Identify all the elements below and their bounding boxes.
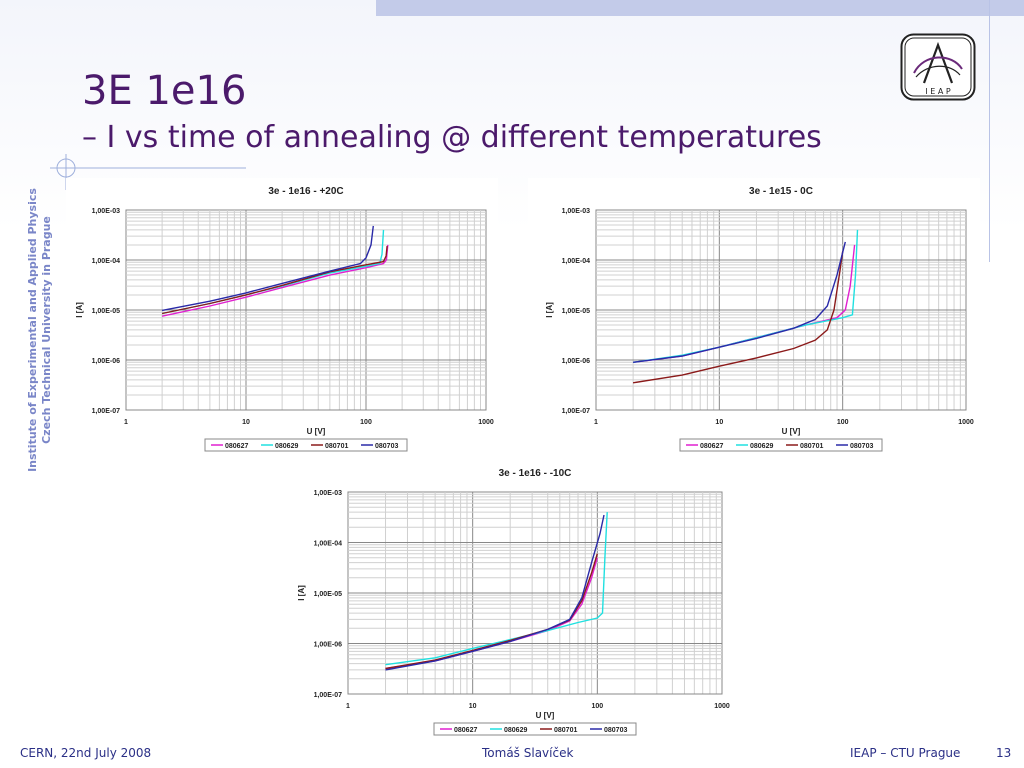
x-tick-label: 1 (346, 703, 350, 710)
series-line-080629 (385, 512, 608, 666)
legend-label: 080703 (604, 727, 627, 734)
y-axis-label: I [A] (545, 302, 554, 318)
y-tick-label: 1,00E-07 (314, 692, 343, 699)
footer-page-number: 13 (996, 746, 1012, 760)
y-tick-label: 1,00E-05 (92, 308, 121, 315)
y-tick-label: 1,00E-07 (92, 408, 121, 415)
legend-label: 080701 (325, 443, 348, 450)
chart-title: 3e - 1e15 - 0C (749, 186, 813, 197)
y-axis-label: I [A] (75, 302, 84, 318)
x-tick-label: 10 (242, 419, 250, 426)
x-tick-label: 1000 (958, 419, 974, 426)
page-title: 3E 1e16 (82, 68, 247, 114)
x-tick-label: 100 (837, 419, 849, 426)
legend-label: 080629 (275, 443, 298, 450)
x-tick-label: 1 (124, 419, 128, 426)
y-tick-label: 1,00E-06 (314, 642, 343, 649)
x-tick-label: 1000 (478, 419, 494, 426)
y-tick-label: 1,00E-03 (314, 490, 343, 497)
footer-institution: IEAP – CTU Prague (850, 746, 961, 760)
x-tick-label: 100 (591, 703, 603, 710)
legend-box (204, 438, 408, 452)
y-tick-label: 1,00E-03 (562, 208, 591, 215)
x-tick-label: 10 (715, 419, 723, 426)
series-line-080703 (633, 241, 846, 363)
x-tick-label: 100 (360, 419, 372, 426)
y-tick-label: 1,00E-06 (562, 358, 591, 365)
top-accent-bar (376, 0, 1024, 16)
x-tick-label: 10 (469, 703, 477, 710)
legend-box (679, 438, 883, 452)
y-axis-label: I [A] (297, 585, 306, 601)
right-accent-line (989, 0, 990, 262)
x-tick-label: 1 (594, 419, 598, 426)
chart-panel-20c: 3e - 1e16 - +20C 1,00E-07 1,00E-06 1,00E-05… (66, 178, 498, 458)
y-tick-label: 1,00E-06 (92, 358, 121, 365)
chart-svg: 3e - 1e16 - -10C 1,00E-07 1,00E-06 1,00E-05… (297, 468, 730, 736)
legend-label: 080627 (225, 443, 248, 450)
y-tick-label: 1,00E-05 (562, 308, 591, 315)
legend-label: 080629 (504, 727, 527, 734)
y-tick-label: 1,00E-04 (562, 258, 591, 265)
chart-title: 3e - 1e16 - -10C (499, 468, 572, 479)
legend-box (433, 722, 637, 736)
footer-date: CERN, 22nd July 2008 (20, 746, 152, 760)
logo-text: I E A P (925, 87, 951, 96)
side-text-line-2: Czech Technical University in Prague (40, 216, 53, 444)
y-tick-label: 1,00E-04 (92, 258, 121, 265)
legend-label: 080629 (750, 443, 773, 450)
x-axis-label: U [V] (307, 427, 326, 436)
legend-label: 080701 (554, 727, 577, 734)
chart-svg: 3e - 1e16 - +20C 1,00E-07 1,00E-06 1,00E-05… (75, 186, 494, 452)
y-tick-label: 1,00E-03 (92, 208, 121, 215)
y-tick-label: 1,00E-04 (314, 541, 343, 548)
page-subtitle: – I vs time of annealing @ different tem… (82, 120, 822, 155)
legend-label: 080627 (454, 727, 477, 734)
series-line-080701 (632, 251, 844, 384)
side-text-line-1: Institute of Experimental and Applied Ph… (26, 188, 39, 472)
x-axis-label: U [V] (782, 427, 801, 436)
y-tick-label: 1,00E-05 (314, 591, 343, 598)
legend-label: 080703 (375, 443, 398, 450)
series-line-080703 (161, 225, 374, 312)
legend-label: 080627 (700, 443, 723, 450)
footer-author: Tomáš Slavíček (482, 746, 574, 760)
chart-panel-minus10c: 3e - 1e16 - -10C 1,00E-07 1,00E-06 1,00E-05… (286, 462, 732, 740)
chart-svg: 3e - 1e15 - 0C 1,00E-07 1,00E-06 1,00E-05 1,… (545, 186, 974, 452)
legend-label: 080701 (800, 443, 823, 450)
y-tick-label: 1,00E-07 (562, 408, 591, 415)
x-tick-label: 1000 (714, 703, 730, 710)
series-line-080703 (385, 514, 605, 671)
chart-title: 3e - 1e16 - +20C (268, 186, 343, 197)
x-axis-label: U [V] (536, 711, 555, 720)
series-line-080627 (161, 244, 389, 317)
ieap-logo: I E A P (900, 33, 976, 101)
institute-side-label: Institute of Experimental and Applied Ph… (26, 188, 53, 472)
legend-label: 080703 (850, 443, 873, 450)
chart-panel-0c: 3e - 1e15 - 0C 1,00E-07 1,00E-06 1,00E-05 1,… (528, 178, 980, 458)
